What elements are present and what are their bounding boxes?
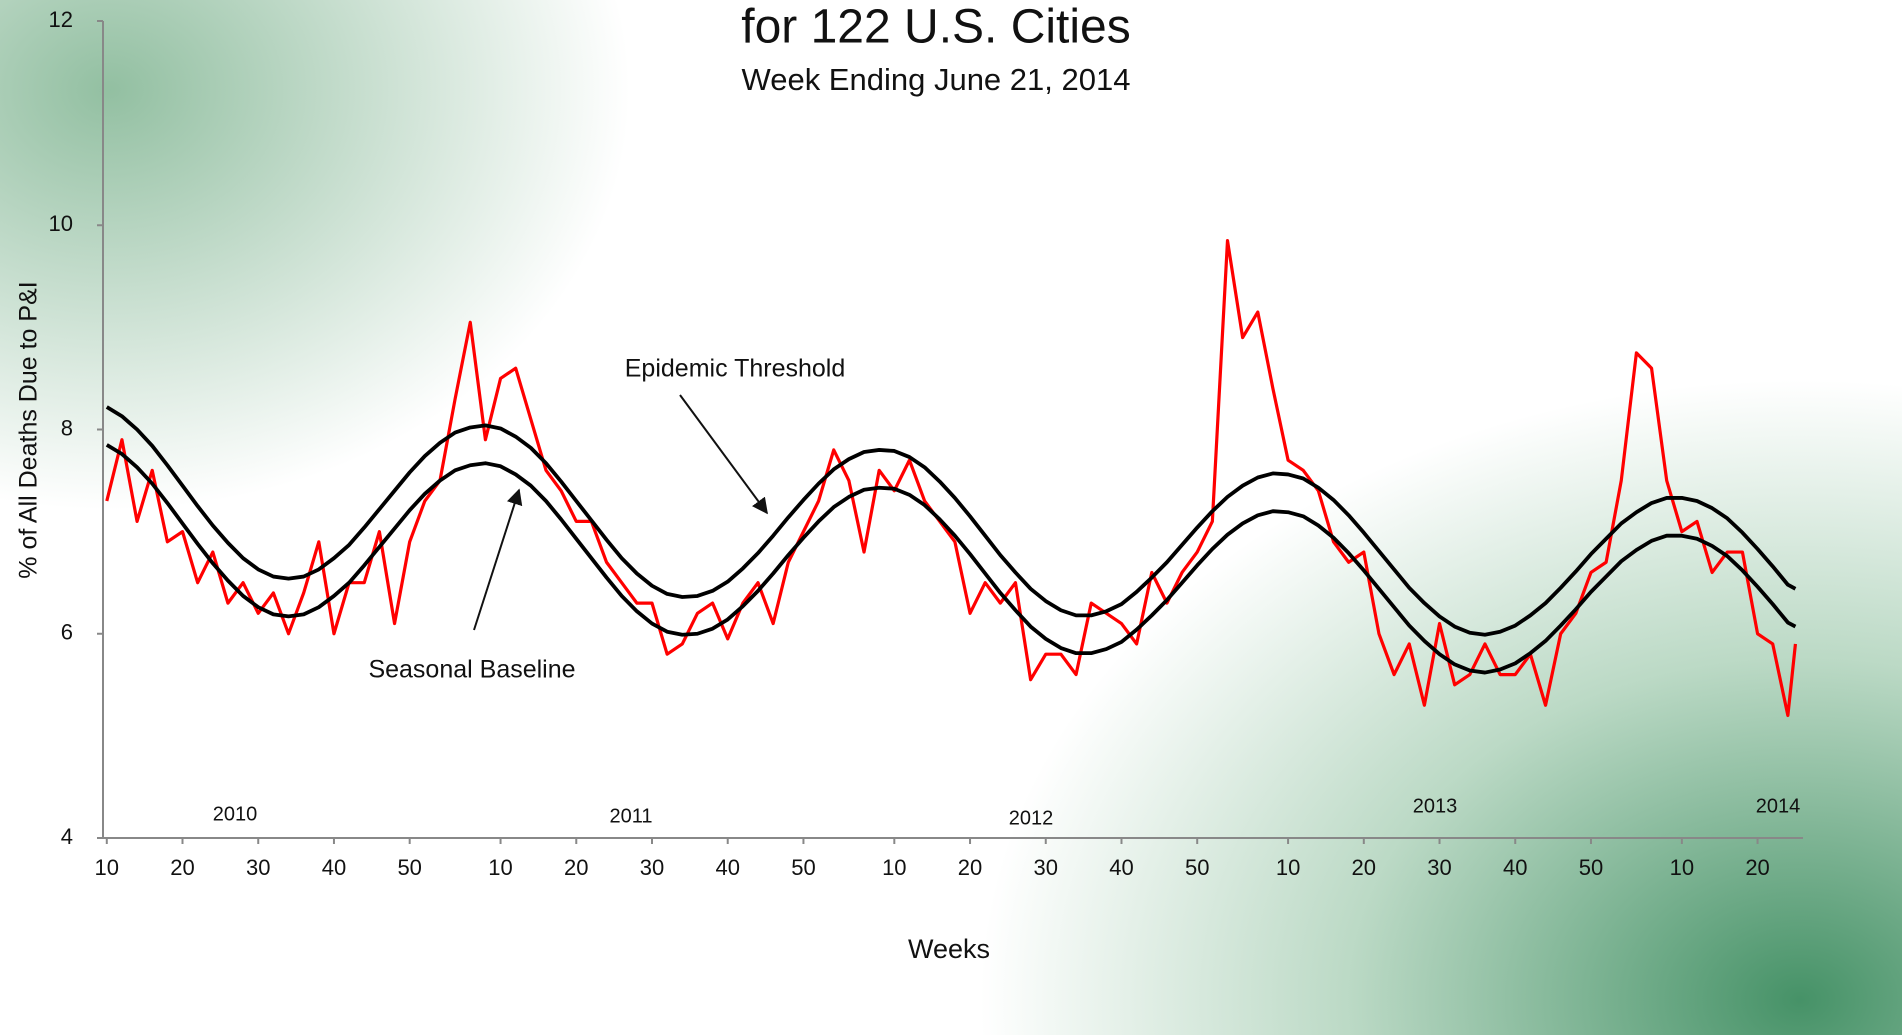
- y-tick-label: 12: [49, 7, 73, 32]
- x-tick-label: 50: [397, 855, 421, 880]
- x-tick-label: 50: [1185, 855, 1209, 880]
- y-tick-label: 4: [61, 824, 73, 849]
- annotation-arrow: [473, 488, 523, 631]
- x-tick-label: 20: [170, 855, 194, 880]
- x-tick-label: 20: [564, 855, 588, 880]
- year-label: 2011: [609, 805, 652, 827]
- x-tick-label: 20: [958, 855, 982, 880]
- year-label: 2013: [1413, 795, 1458, 817]
- x-tick-label: 20: [1352, 855, 1376, 880]
- x-tick-label: 50: [791, 855, 815, 880]
- x-tick-label: 40: [322, 855, 346, 880]
- x-tick-label: 40: [1109, 855, 1133, 880]
- year-label: 2010: [213, 803, 258, 825]
- series-line: [105, 443, 1797, 675]
- x-tick-label: 40: [1503, 855, 1527, 880]
- y-tick-label: 6: [61, 620, 73, 645]
- x-tick-label: 10: [1276, 855, 1300, 880]
- x-tick-label: 40: [715, 855, 739, 880]
- y-tick-label: 8: [61, 415, 73, 440]
- year-label: 2014: [1756, 795, 1801, 817]
- x-tick-label: 30: [640, 855, 664, 880]
- series-line: [105, 238, 1798, 718]
- chart-title: for 122 U.S. Cities: [741, 1, 1130, 54]
- x-tick-label: 50: [1579, 855, 1603, 880]
- x-tick-label: 30: [1034, 855, 1058, 880]
- y-axis-label: % of All Deaths Due to P&I: [15, 281, 43, 578]
- annotation: Epidemic Threshold: [625, 355, 845, 383]
- x-tick-label: 10: [1670, 855, 1694, 880]
- annotation-arrow: [679, 394, 768, 515]
- chart-subtitle: Week Ending June 21, 2014: [742, 62, 1131, 97]
- annotation: Seasonal Baseline: [368, 656, 575, 684]
- x-tick-label: 30: [246, 855, 270, 880]
- x-tick-label: 10: [882, 855, 906, 880]
- year-label: 2012: [1009, 807, 1054, 829]
- x-tick-label: 20: [1745, 855, 1769, 880]
- x-tick-label: 30: [1427, 855, 1451, 880]
- y-tick-label: 10: [49, 211, 73, 236]
- x-tick-label: 10: [95, 855, 119, 880]
- x-tick-label: 10: [488, 855, 512, 880]
- series-line: [105, 405, 1797, 637]
- x-axis-label: Weeks: [908, 934, 990, 964]
